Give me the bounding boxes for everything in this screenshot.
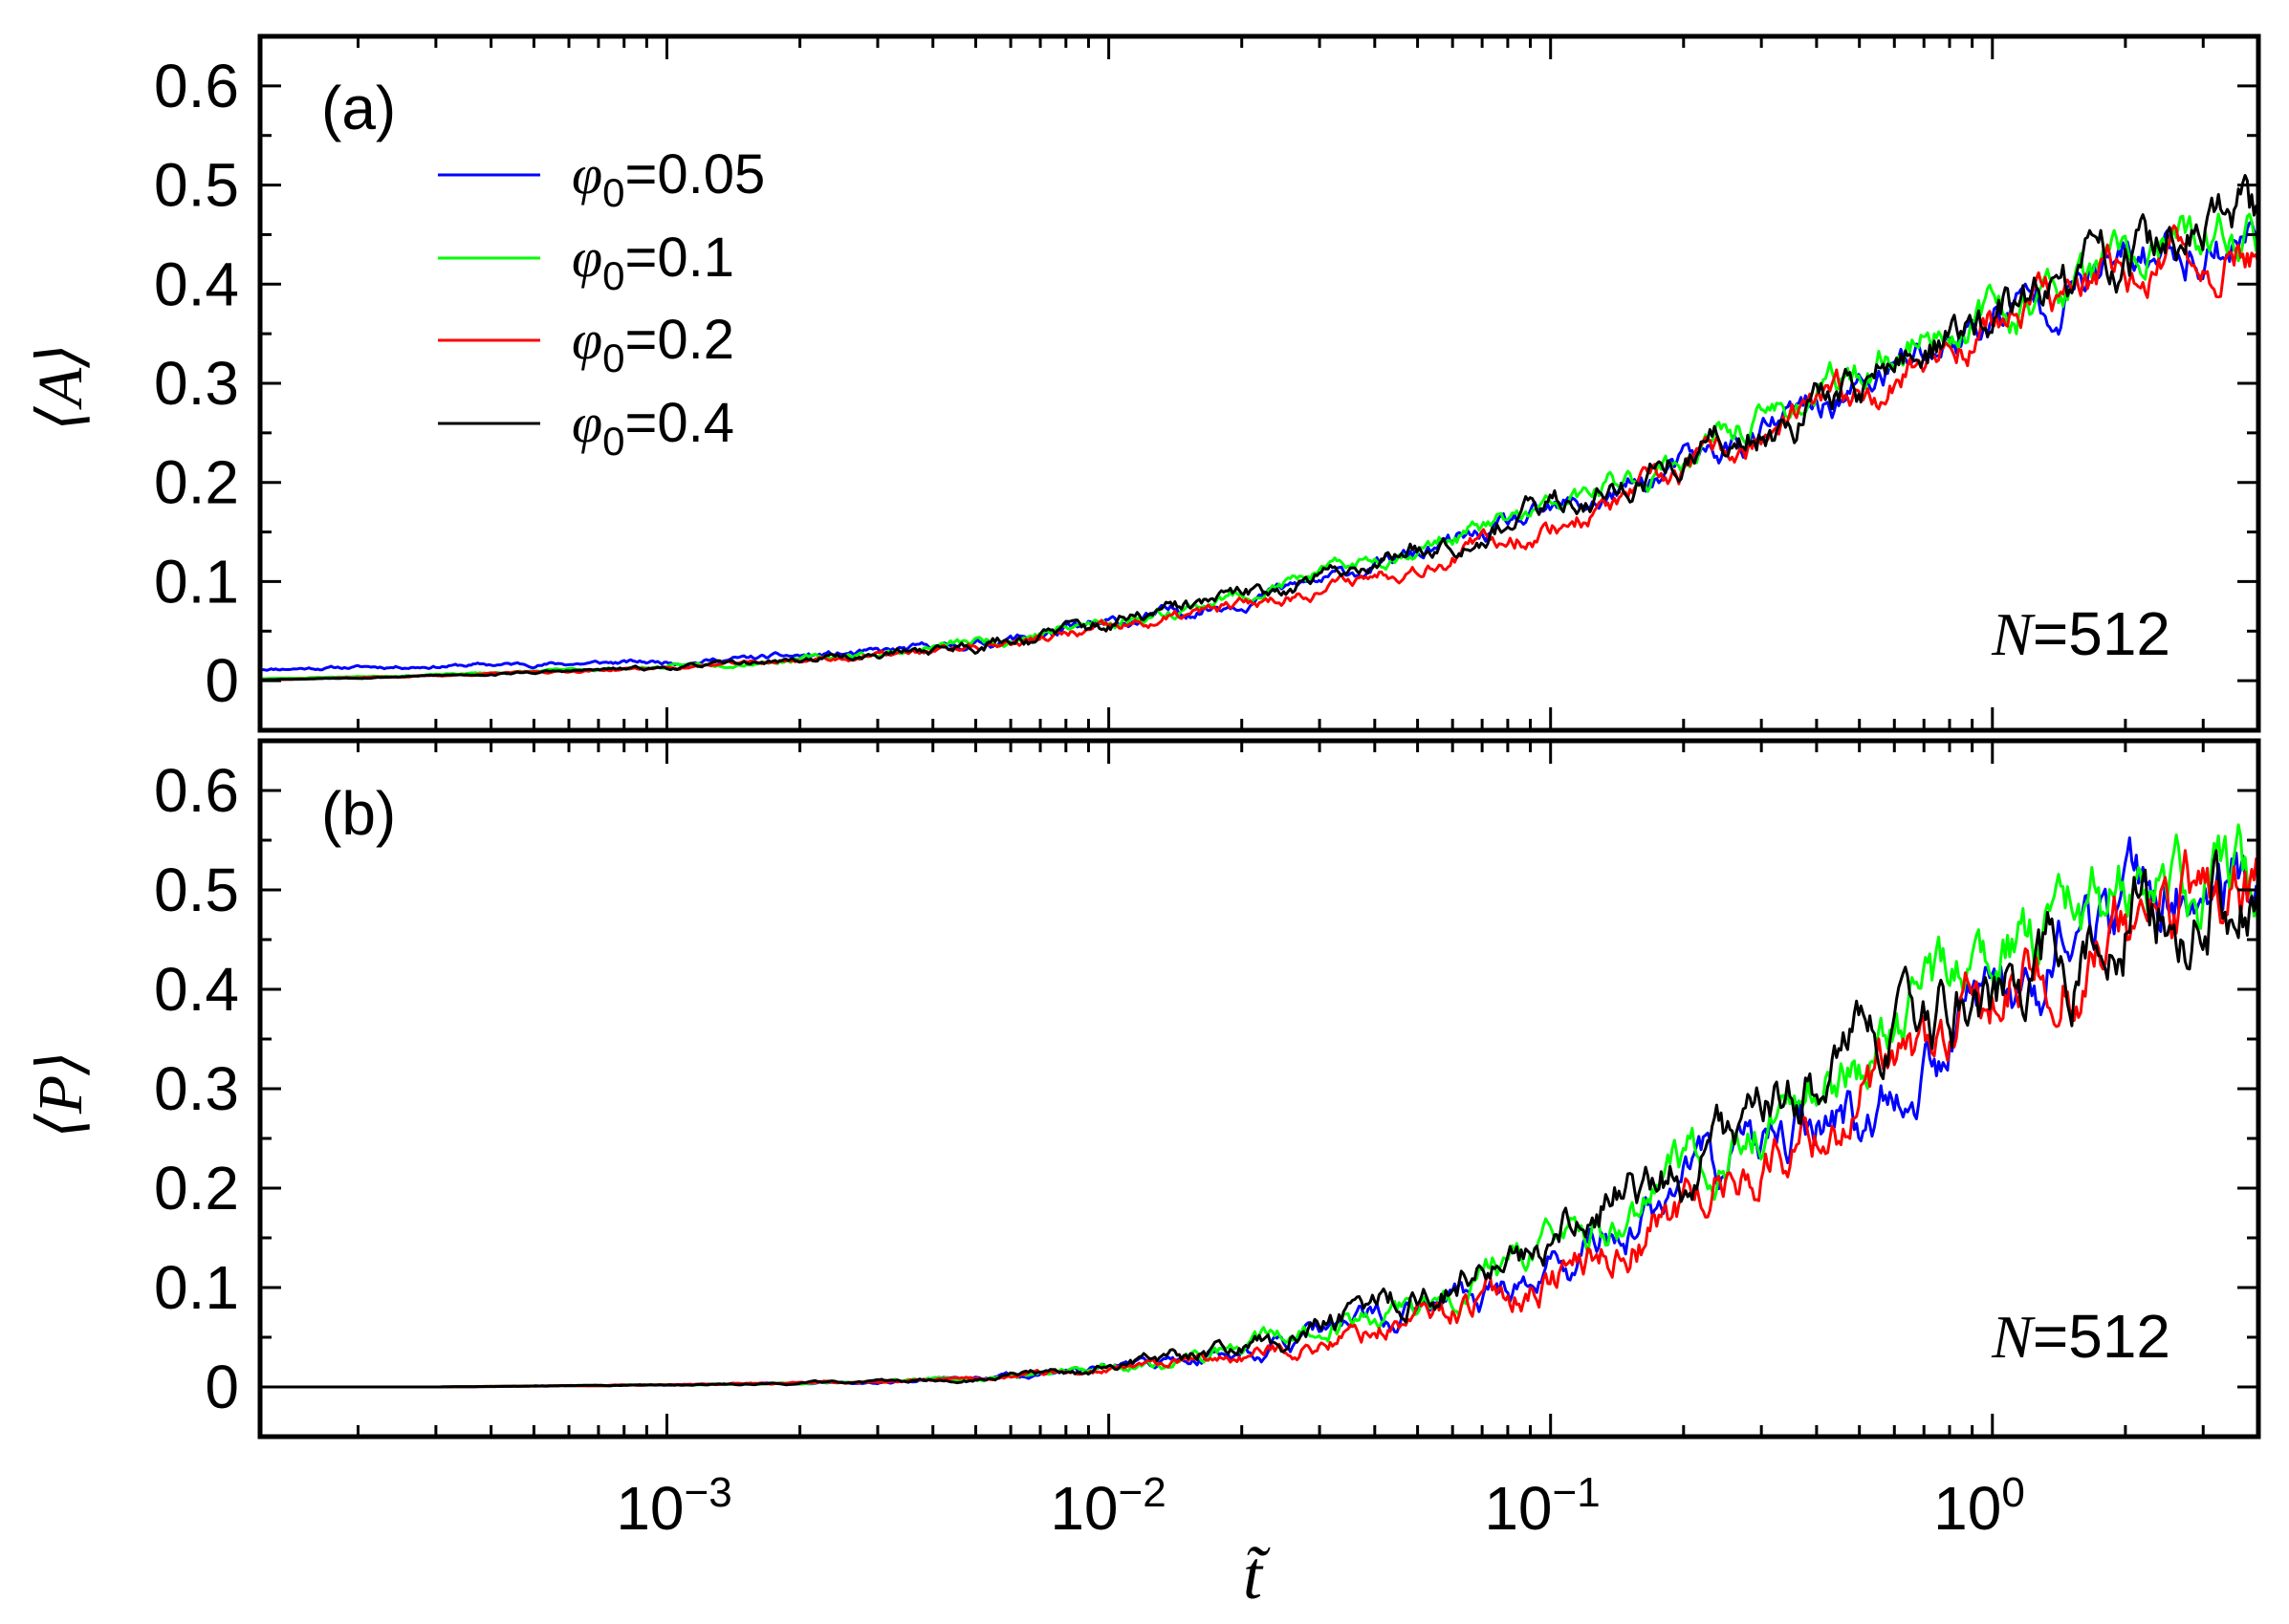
legend-symbol: φ xyxy=(572,392,602,454)
svg-text:φ0=0.05: φ0=0.05 xyxy=(572,143,765,215)
legend-symbol: φ xyxy=(572,227,602,289)
legend-entry: φ0=0.05 xyxy=(438,143,765,215)
x-axis-label: t̃ xyxy=(1243,1537,1271,1613)
legend-subscript: 0 xyxy=(602,336,624,380)
series-line-b-1 xyxy=(260,823,2260,1389)
y-tick-label: 0.1 xyxy=(154,547,239,616)
legend-subscript: 0 xyxy=(602,419,624,464)
panel-a-n-annotation: N=512 xyxy=(1991,599,2170,668)
panel-a-frame xyxy=(257,33,2261,733)
panel-b-ylabel: ⟨P⟩ xyxy=(26,1050,96,1138)
panel-b-ticks: 0 0.1 0.2 0.3 0.4 0.5 0.6 xyxy=(154,739,2260,1439)
series-line-a-0 xyxy=(259,220,2260,672)
svg-text:φ0=0.4: φ0=0.4 xyxy=(572,392,734,464)
legend-symbol: φ xyxy=(572,309,602,371)
legend-value: =0.2 xyxy=(624,309,734,371)
series-line-a-3 xyxy=(260,174,2260,682)
y-tick-label: 0.6 xyxy=(154,756,239,825)
panel-b-n-value: =512 xyxy=(2033,1302,2170,1371)
y-tick-label: 0.6 xyxy=(154,52,239,120)
legend-symbol: φ xyxy=(572,143,602,206)
panel-b: 0 0.1 0.2 0.3 0.4 0.5 0.6 (b) ⟨P⟩ N=512 xyxy=(26,738,2261,1440)
series-line-b-3 xyxy=(260,849,2260,1389)
panel-a-ticks: 0 0.1 0.2 0.3 0.4 0.5 0.6 xyxy=(154,34,2260,732)
legend-value: =0.05 xyxy=(624,143,765,206)
x-tick-label: 10−1 xyxy=(1484,1469,1600,1544)
panel-b-label: (b) xyxy=(321,779,396,848)
legend-subscript: 0 xyxy=(602,253,624,298)
y-tick-label: 0.5 xyxy=(154,151,239,220)
y-tick-label: 0.5 xyxy=(154,855,239,924)
panel-b-n-var: N xyxy=(1991,1303,2036,1371)
legend-entry: φ0=0.1 xyxy=(438,227,734,298)
svg-text:φ0=0.2: φ0=0.2 xyxy=(572,309,734,380)
legend-value: =0.4 xyxy=(624,392,734,454)
series-line-b-0 xyxy=(260,836,2260,1389)
panel-a-n-value: =512 xyxy=(2033,599,2170,668)
y-tick-label: 0.2 xyxy=(154,448,239,517)
y-tick-label: 0.2 xyxy=(154,1154,239,1223)
legend-entry: φ0=0.4 xyxy=(438,392,734,464)
y-tick-label: 0 xyxy=(205,646,239,715)
y-tick-label: 0.1 xyxy=(154,1253,239,1322)
svg-text:φ0=0.1: φ0=0.1 xyxy=(572,227,734,298)
y-tick-label: 0 xyxy=(205,1353,239,1421)
panel-a-series xyxy=(259,174,2260,682)
panel-b-frame xyxy=(257,738,2261,1440)
y-tick-label: 0.4 xyxy=(154,249,239,318)
y-tick-label: 0.3 xyxy=(154,349,239,418)
x-tick-label: 10−2 xyxy=(1050,1469,1166,1544)
series-line-a-2 xyxy=(260,224,2260,682)
legend-entry: φ0=0.2 xyxy=(438,309,734,380)
legend-subscript: 0 xyxy=(602,170,624,215)
x-tick-labels: 10−3 10−2 10−1 100 xyxy=(616,1469,2025,1544)
panel-a: 00.10.20.30.40.50.6 (a) ⟨A⟩ N=512 φ0=0.0… xyxy=(26,33,2261,733)
series-line-b-2 xyxy=(260,849,2260,1389)
y-tick-label: 0.3 xyxy=(154,1054,239,1123)
panel-a-n-var: N xyxy=(1991,600,2036,668)
x-tick-label: 10−3 xyxy=(616,1469,731,1544)
panel-b-series xyxy=(260,823,2260,1389)
panel-a-label: (a) xyxy=(321,74,396,142)
x-tick-label: 100 xyxy=(1933,1469,2025,1544)
y-tick-label: 0.4 xyxy=(154,955,239,1024)
legend: φ0=0.05 φ0=0.1 φ0=0.2 φ0=0.4 xyxy=(438,143,765,464)
panel-a-ylabel: ⟨A⟩ xyxy=(26,343,96,431)
legend-value: =0.1 xyxy=(624,227,734,289)
panel-b-n-annotation: N=512 xyxy=(1991,1302,2170,1371)
series-line-a-1 xyxy=(259,212,2260,681)
